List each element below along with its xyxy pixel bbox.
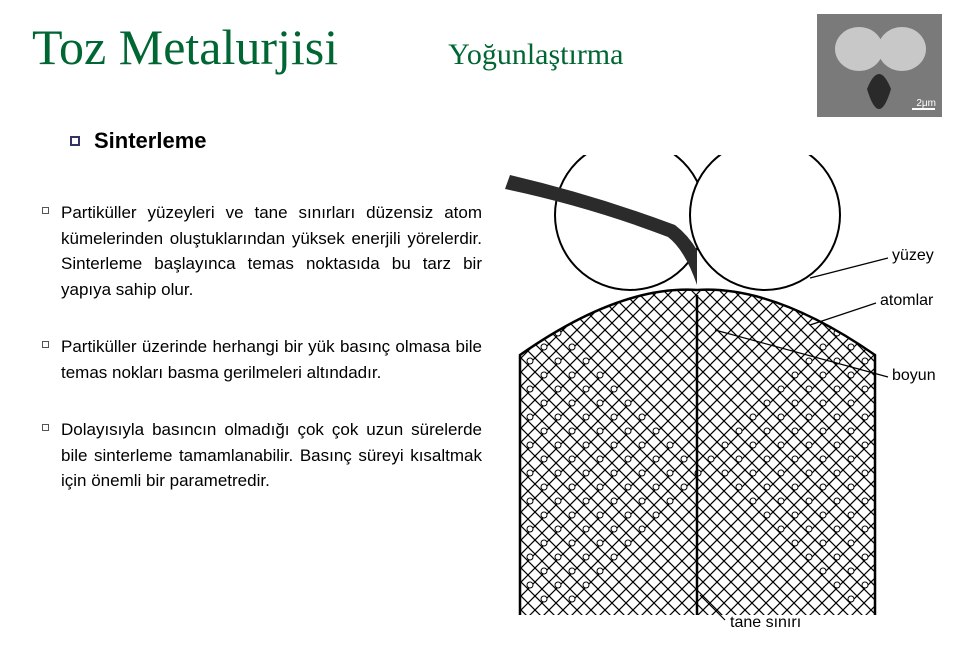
paragraph-row: Dolayısıyla basıncın olmadığı çok çok uz… [42,417,482,494]
sintering-diagram: yüzey atomlar boyun tane sınırı [500,155,940,635]
label-surface: yüzey [892,247,934,264]
paragraph-text: Dolayısıyla basıncın olmadığı çok çok uz… [61,417,482,494]
content-area: Partiküller yüzeyleri ve tane sınırları … [42,200,482,526]
main-title: Toz Metalurjisi [32,18,338,76]
paragraph-text: Partiküller yüzeyleri ve tane sınırları … [61,200,482,302]
label-atoms: atomlar [880,292,934,309]
label-neck: boyun [892,367,936,384]
paragraph-text: Partiküller üzerinde herhangi bir yük ba… [61,334,482,385]
sub-title: Yoğunlaştırma [448,38,623,72]
square-bullet-icon [70,136,80,146]
label-grain-boundary: tane sınırı [730,614,801,631]
section-heading: Sinterleme [94,128,207,154]
small-bullet-icon [42,341,49,348]
title-row: Toz Metalurjisi Yoğunlaştırma [32,18,623,76]
small-bullet-icon [42,424,49,431]
scale-label: 2μm [916,98,936,109]
paragraph-row: Partiküller üzerinde herhangi bir yük ba… [42,334,482,385]
paragraph-row: Partiküller yüzeyleri ve tane sınırları … [42,200,482,302]
small-bullet-icon [42,207,49,214]
section-heading-row: Sinterleme [70,128,207,154]
